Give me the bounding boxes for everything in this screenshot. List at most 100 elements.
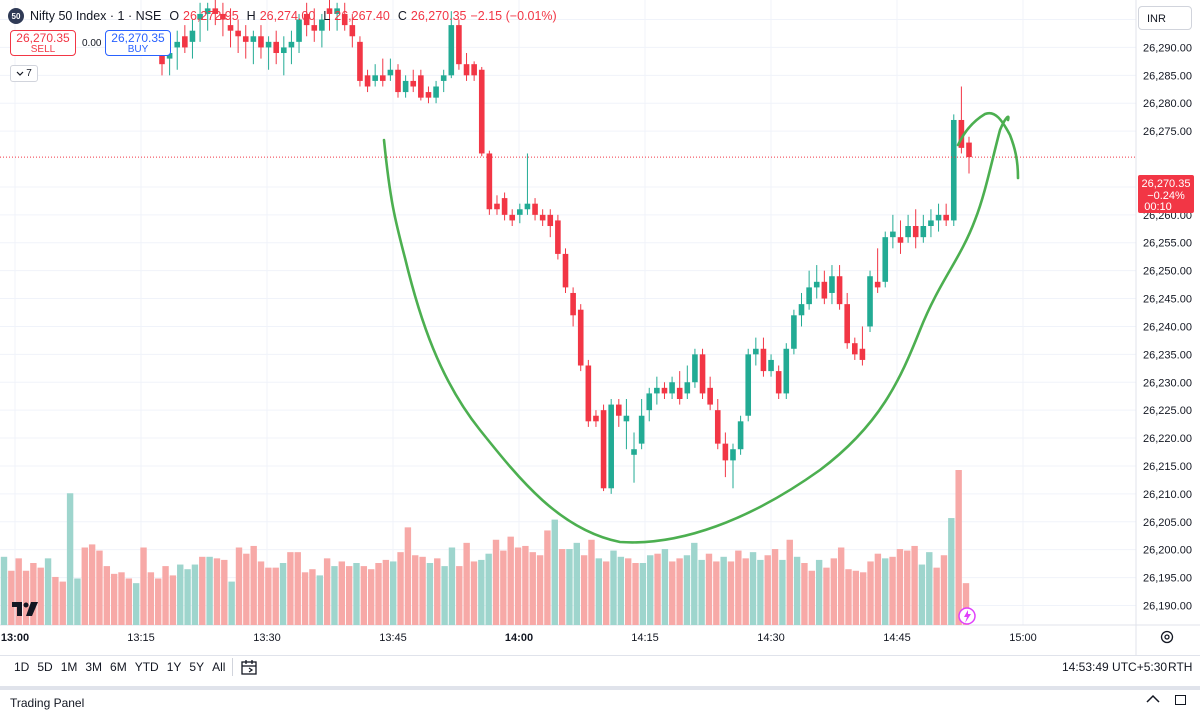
range-5d[interactable]: 5D [37, 660, 53, 674]
range-5y[interactable]: 5Y [189, 660, 205, 674]
volume-bar [30, 563, 37, 625]
trading-panel[interactable]: Trading Panel [0, 686, 1200, 715]
candle-body [562, 253, 569, 288]
volume-bar [206, 556, 213, 625]
volume-bar [463, 542, 470, 625]
chevron-up-icon[interactable] [1146, 694, 1160, 704]
candle-body [555, 220, 561, 254]
price-tick-label: 26,280.00 [1143, 98, 1192, 110]
calendar-icon[interactable] [240, 658, 258, 676]
session-toggle[interactable]: RTH [1168, 660, 1193, 674]
volume-bar [793, 556, 801, 625]
candle-body [737, 421, 744, 450]
low-label: L [323, 9, 331, 23]
volume-bar [867, 561, 874, 625]
indicators-toggle[interactable]: 7 [10, 65, 38, 82]
range-6m[interactable]: 6M [110, 660, 127, 674]
volume-bar [845, 569, 852, 625]
close-value: 26,270.35 [410, 9, 467, 23]
candle-body [265, 41, 272, 48]
candle-body [189, 30, 196, 42]
volume-bar [536, 555, 544, 625]
range-ytd[interactable]: YTD [134, 660, 159, 674]
volume-bar [199, 556, 206, 625]
volume-bar [162, 566, 169, 625]
price-axis: 26,295.0026,290.0026,285.0026,280.0026,2… [1143, 15, 1192, 613]
volume-bar [382, 559, 390, 625]
candle-body [524, 203, 531, 210]
volume-bar [654, 553, 661, 625]
candle-body [402, 80, 409, 93]
price-chart[interactable]: 26,295.0026,290.0026,285.0026,280.0026,2… [0, 0, 1200, 655]
volume-bar [705, 553, 713, 625]
symbol-legend[interactable]: 50 Nifty 50 Index · 1 · NSE O 26,272.95 H… [8, 8, 557, 24]
range-1m[interactable]: 1M [60, 660, 78, 674]
volume-bar [676, 558, 683, 625]
candle-body [235, 30, 241, 37]
volume-bar [147, 572, 155, 625]
candle-body [852, 343, 858, 355]
volume-bar [426, 563, 434, 625]
volume-bar [279, 563, 287, 625]
clock-timezone[interactable]: 14:53:49 UTC+5:30 [1062, 660, 1168, 674]
candle-body [547, 214, 554, 227]
settings-icon[interactable] [1159, 629, 1175, 645]
chart-area[interactable]: 26,295.0026,290.0026,285.0026,280.0026,2… [0, 0, 1200, 655]
sell-button[interactable]: 26,270.35 SELL [10, 30, 76, 56]
currency-selector[interactable]: INR [1138, 6, 1192, 30]
range-3m[interactable]: 3M [85, 660, 103, 674]
volume-bar [441, 566, 448, 625]
candle-body [296, 19, 302, 42]
candle-body [775, 371, 782, 394]
price-tick-label: 26,195.00 [1143, 573, 1192, 585]
candle-body [836, 276, 843, 305]
time-tick-label: 14:00 [505, 632, 533, 644]
volume-bar [250, 545, 257, 625]
price-tick-label: 26,240.00 [1143, 321, 1192, 333]
tradingview-logo-icon[interactable] [12, 600, 38, 621]
volume-bar [221, 559, 228, 625]
candle-body [867, 276, 873, 327]
volume-bar [66, 493, 74, 625]
trading-panel-label[interactable]: Trading Panel [10, 696, 85, 710]
volume-bar [375, 563, 382, 625]
change-value: −2.15 (−0.01%) [470, 9, 557, 23]
candle-body [204, 8, 211, 14]
candle-body [890, 231, 896, 238]
spread-value: 0.00 [82, 38, 102, 49]
candle-body [440, 75, 447, 81]
volume-bar [287, 552, 294, 625]
buy-button[interactable]: 26,270.35 BUY [105, 30, 171, 56]
time-tick-label: 14:15 [631, 632, 659, 644]
volume-bar [8, 570, 15, 625]
time-tick-label: 13:15 [127, 632, 155, 644]
candle-body [707, 387, 713, 405]
candle-body [623, 415, 630, 422]
time-axis: 13:00 13:15 13:30 13:45 14:00 14:15 14:30 14:45… [1, 632, 1037, 644]
volume-bar [955, 470, 962, 625]
cup-drawing[interactable] [382, 111, 1020, 544]
candle-body [341, 13, 348, 26]
volume-bar [140, 547, 147, 625]
candle-body [174, 41, 181, 48]
price-tick-label: 26,250.00 [1143, 266, 1192, 278]
candle-body [501, 198, 508, 215]
candle-body [166, 53, 173, 59]
range-all[interactable]: All [212, 660, 226, 674]
candle-body [539, 214, 546, 221]
volume-bar [882, 558, 889, 625]
candle-body [806, 287, 812, 305]
range-1y[interactable]: 1Y [166, 660, 182, 674]
symbol-title[interactable]: Nifty 50 Index · 1 · NSE [30, 9, 162, 23]
volume-bar [639, 563, 647, 625]
maximize-icon[interactable] [1175, 695, 1186, 705]
volume-bar [683, 555, 691, 625]
volume-bar [691, 542, 698, 625]
range-1d[interactable]: 1D [14, 660, 30, 674]
volume-bar [15, 558, 22, 625]
volume-bar [852, 570, 860, 625]
lightning-icon[interactable] [958, 607, 976, 625]
candle-body [456, 25, 462, 65]
candle-body [577, 309, 584, 366]
volume-bar [727, 561, 735, 625]
